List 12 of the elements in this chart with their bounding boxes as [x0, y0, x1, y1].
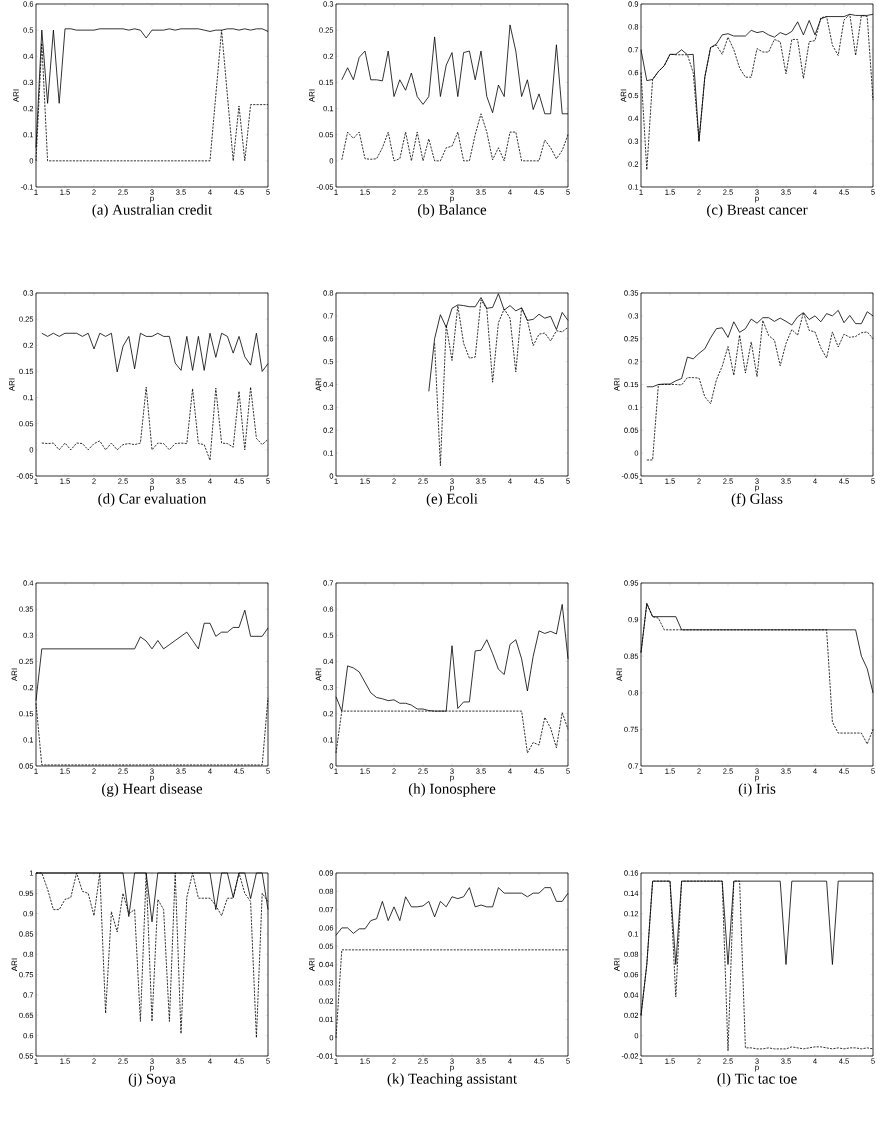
- text: (h) Ionosphere: [408, 783, 496, 797]
- text: (j) Soya: [128, 1073, 176, 1087]
- text: (i) Iris: [738, 783, 776, 797]
- text: (f) Glass: [731, 493, 783, 507]
- text: (b) Balance: [418, 204, 487, 218]
- text: (d) Car evaluation: [98, 493, 207, 507]
- text: (a) Australian credit: [92, 204, 213, 218]
- text: (l) Tic tac toe: [717, 1073, 797, 1087]
- text: (e) Ecoli: [426, 493, 478, 507]
- text: (g) Heart disease: [102, 783, 203, 797]
- text: (c) Breast cancer: [707, 204, 808, 218]
- text: (k) Teaching assistant: [387, 1073, 517, 1087]
